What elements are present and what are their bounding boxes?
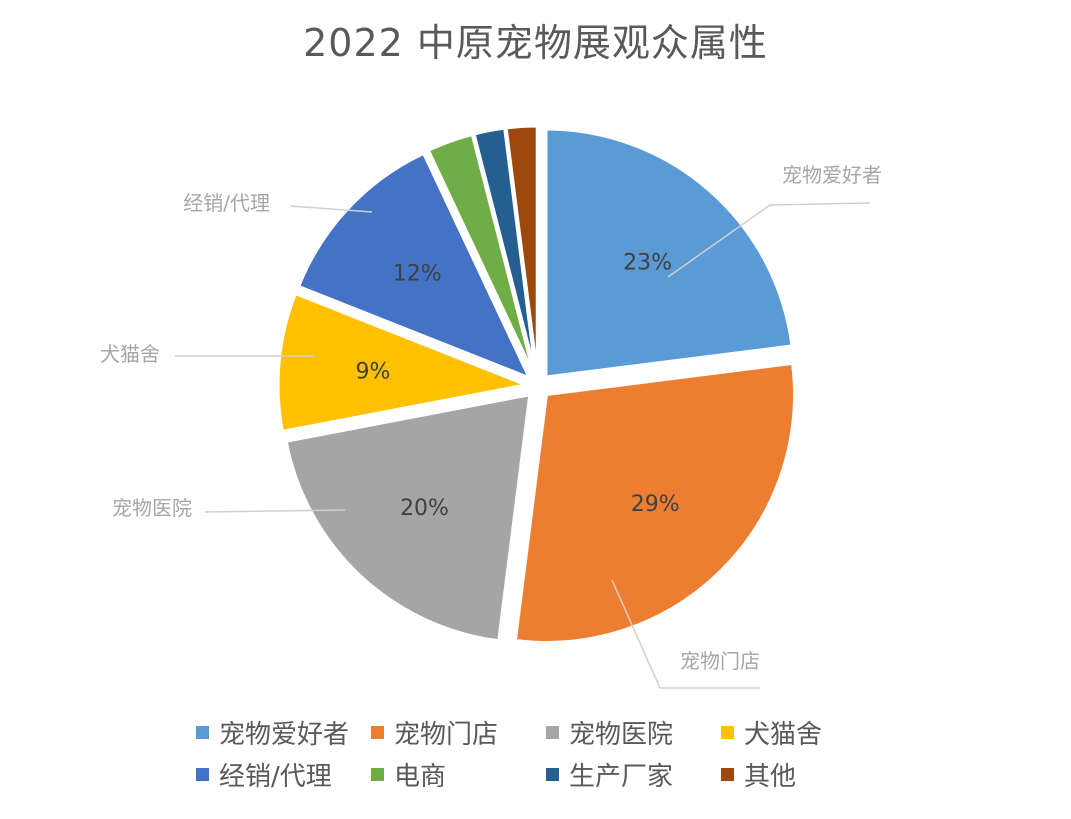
pie-slice-宠物医院	[284, 392, 532, 643]
legend-item-其他: 其他	[721, 758, 896, 792]
legend-label: 电商	[394, 761, 447, 792]
legend-label: 宠物爱好者	[219, 719, 350, 750]
leader-line-宠物门店	[611, 579, 760, 689]
legend-swatch	[371, 767, 384, 781]
pie-slice-电商	[426, 132, 536, 376]
chart-title: 2022 中原宠物展观众属性	[303, 21, 768, 65]
legend-label: 宠物医院	[569, 719, 674, 750]
data-label-宠物爱好者: 23%	[623, 251, 672, 276]
leader-line-宠物医院	[204, 509, 346, 513]
legend-label: 其他	[744, 761, 797, 792]
legend-label: 经销/代理	[219, 761, 332, 792]
leader-line-经销-代理	[289, 205, 373, 213]
data-label-经销-代理: 12%	[393, 262, 442, 287]
legend-swatch	[371, 725, 384, 739]
pie-slice-经销-代理	[296, 151, 533, 381]
legend-item-宠物门店: 宠物门店	[371, 716, 546, 750]
data-label-宠物医院: 20%	[400, 496, 449, 521]
legend-swatch	[546, 725, 559, 739]
legend-swatch	[196, 767, 209, 781]
legend-item-宠物爱好者: 宠物爱好者	[196, 716, 371, 750]
legend-swatch	[721, 767, 734, 781]
pie-slice-宠物爱好者	[544, 127, 794, 379]
callout-label-宠物爱好者: 宠物爱好者	[782, 163, 882, 187]
pie-slice-宠物门店	[513, 361, 796, 644]
pie-slice-其他	[504, 124, 539, 375]
callout-label-宠物门店: 宠物门店	[680, 649, 760, 673]
legend-swatch	[196, 725, 209, 739]
legend-swatch	[721, 725, 734, 739]
legend-item-犬猫舍: 犬猫舍	[721, 716, 896, 750]
legend-swatch	[546, 767, 559, 781]
callout-label-经销-代理: 经销/代理	[183, 191, 270, 215]
pie-slice-犬猫舍	[276, 291, 532, 434]
data-label-宠物门店: 29%	[631, 492, 680, 517]
legend-label: 犬猫舍	[744, 719, 823, 750]
legend-item-经销-代理: 经销/代理	[196, 758, 371, 792]
pie-slice-生产厂家	[472, 126, 538, 375]
callout-label-宠物医院: 宠物医院	[112, 496, 192, 520]
legend-item-生产厂家: 生产厂家	[546, 758, 721, 792]
leader-line-宠物爱好者	[667, 202, 871, 278]
data-label-犬猫舍: 9%	[356, 359, 391, 384]
callout-label-犬猫舍: 犬猫舍	[100, 342, 160, 366]
legend-item-电商: 电商	[371, 758, 546, 792]
legend: 宠物爱好者 宠物门店 宠物医院 犬猫舍经销/代理 电商 生产厂家 其他	[196, 716, 896, 792]
legend-label: 宠物门店	[394, 719, 499, 750]
legend-item-宠物医院: 宠物医院	[546, 716, 721, 750]
legend-label: 生产厂家	[569, 761, 674, 792]
